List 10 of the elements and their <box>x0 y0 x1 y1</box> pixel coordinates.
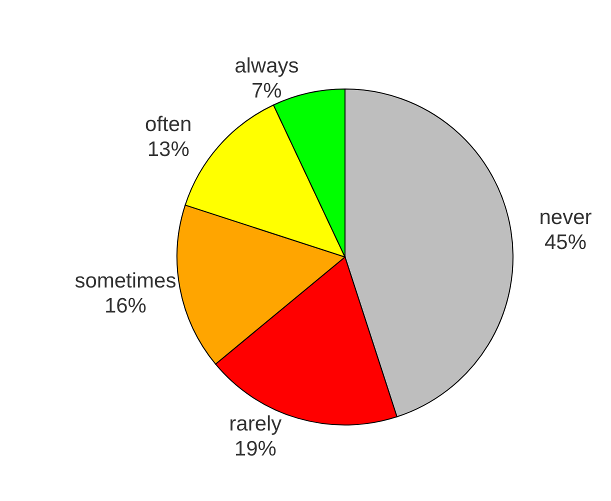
data-label: 13% <box>147 138 190 161</box>
data-label: 19% <box>234 437 276 460</box>
slice-label: often <box>145 112 192 136</box>
slice-label: never <box>539 206 592 230</box>
data-label: 7% <box>252 80 282 103</box>
data-label: 45% <box>544 231 587 254</box>
slice-label: rarely <box>229 412 282 436</box>
slice-label: sometimes <box>74 270 176 293</box>
data-label: 16% <box>104 294 146 318</box>
slice-label: always <box>234 54 299 78</box>
